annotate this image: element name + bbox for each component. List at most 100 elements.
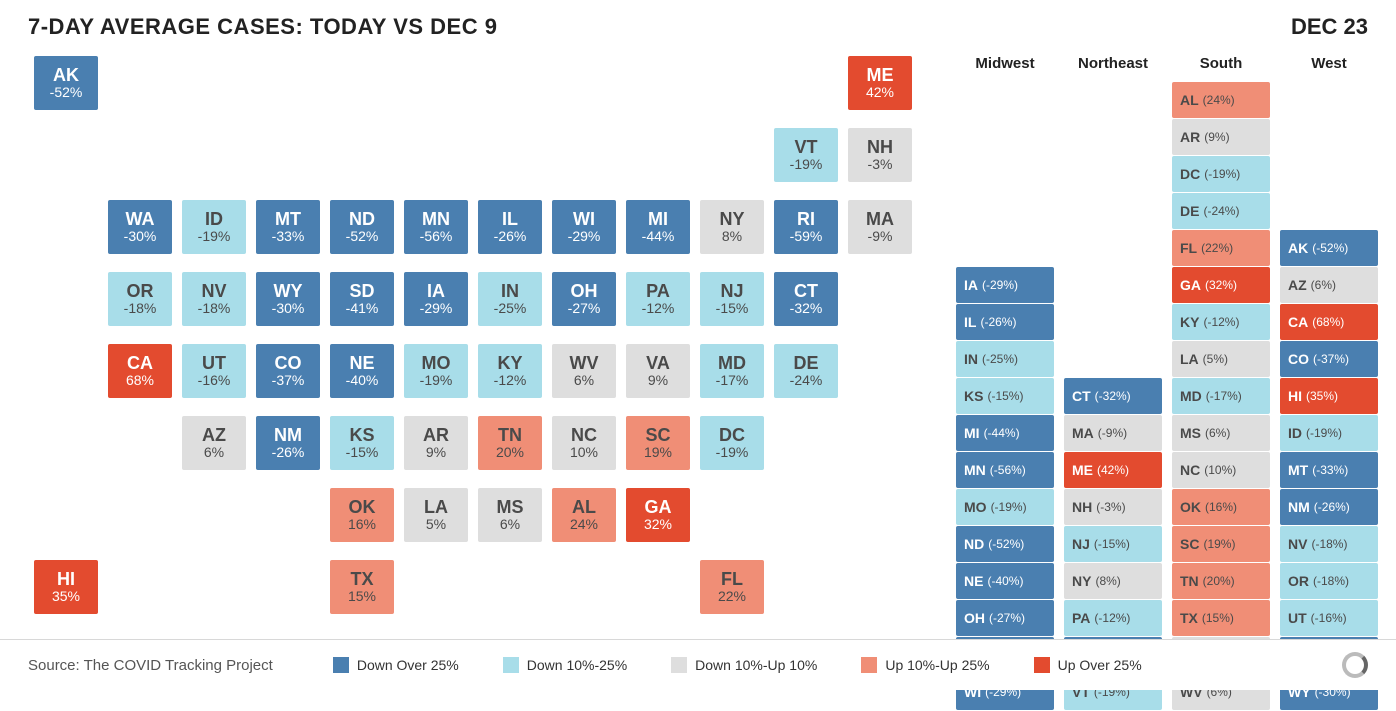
region-item-abbr: CA <box>1288 314 1308 330</box>
region-item-abbr: ID <box>1288 425 1302 441</box>
state-abbr: WI <box>573 210 595 229</box>
region-item-pct: (-27%) <box>989 611 1025 625</box>
state-tile-in: IN-25% <box>478 272 542 326</box>
state-tile-sc: SC19% <box>626 416 690 470</box>
region-item-abbr: IL <box>964 314 976 330</box>
legend-label: Down 10%-25% <box>527 657 627 673</box>
state-tile-nh: NH-3% <box>848 128 912 182</box>
state-pct: -15% <box>346 444 379 460</box>
state-tile-ga: GA32% <box>626 488 690 542</box>
region-item-pct: (-26%) <box>1314 500 1350 514</box>
state-pct: -30% <box>272 300 305 316</box>
region-item-ak: AK(-52%) <box>1280 230 1378 266</box>
region-item-pct: (-29%) <box>982 278 1018 292</box>
state-tile-ak: AK-52% <box>34 56 98 110</box>
legend-item: Up 10%-Up 25% <box>861 657 989 673</box>
state-abbr: WV <box>570 354 599 373</box>
header: 7-DAY AVERAGE CASES: TODAY VS DEC 9 DEC … <box>0 0 1396 48</box>
state-abbr: FL <box>721 570 743 589</box>
region-item-abbr: MD <box>1180 388 1202 404</box>
state-abbr: MT <box>275 210 301 229</box>
region-spacer <box>1064 82 1162 378</box>
state-pct: -26% <box>494 228 527 244</box>
state-tile-nj: NJ-15% <box>700 272 764 326</box>
state-abbr: NE <box>349 354 374 373</box>
region-item-ca: CA(68%) <box>1280 304 1378 340</box>
footer: Source: The COVID Tracking Project Down … <box>0 639 1396 690</box>
region-item-abbr: IA <box>964 277 978 293</box>
state-pct: -18% <box>198 300 231 316</box>
state-abbr: IN <box>501 282 519 301</box>
state-abbr: MN <box>422 210 450 229</box>
state-pct: 32% <box>644 516 672 532</box>
region-item-pct: (32%) <box>1205 278 1237 292</box>
region-item-ma: MA(-9%) <box>1064 415 1162 451</box>
region-col-south: SouthAL(24%)AR(9%)DC(-19%)DE(-24%)FL(22%… <box>1172 54 1270 711</box>
state-tile-nd: ND-52% <box>330 200 394 254</box>
region-spacer <box>956 82 1054 267</box>
region-item-pct: (6%) <box>1205 426 1230 440</box>
region-item-pa: PA(-12%) <box>1064 600 1162 636</box>
state-pct: -19% <box>420 372 453 388</box>
state-tile-nm: NM-26% <box>256 416 320 470</box>
region-header: South <box>1172 54 1270 82</box>
region-item-pct: (-52%) <box>988 537 1024 551</box>
state-pct: -59% <box>790 228 823 244</box>
region-item-abbr: AL <box>1180 92 1199 108</box>
region-item-pct: (-44%) <box>984 426 1020 440</box>
state-abbr: NH <box>867 138 893 157</box>
state-pct: 9% <box>426 444 446 460</box>
state-pct: 8% <box>722 228 742 244</box>
region-item-abbr: LA <box>1180 351 1199 367</box>
region-item-ms: MS(6%) <box>1172 415 1270 451</box>
state-abbr: OK <box>349 498 376 517</box>
state-abbr: NV <box>201 282 226 301</box>
state-pct: 22% <box>718 588 746 604</box>
state-pct: 16% <box>348 516 376 532</box>
region-item-abbr: IN <box>964 351 978 367</box>
state-pct: -52% <box>50 84 83 100</box>
state-pct: -41% <box>346 300 379 316</box>
region-item-fl: FL(22%) <box>1172 230 1270 266</box>
region-item-in: IN(-25%) <box>956 341 1054 377</box>
state-abbr: WY <box>274 282 303 301</box>
state-abbr: ND <box>349 210 375 229</box>
state-tile-mn: MN-56% <box>404 200 468 254</box>
state-abbr: MO <box>422 354 451 373</box>
region-item-il: IL(-26%) <box>956 304 1054 340</box>
state-tile-sd: SD-41% <box>330 272 394 326</box>
region-item-mt: MT(-33%) <box>1280 452 1378 488</box>
state-abbr: AL <box>572 498 596 517</box>
region-item-abbr: FL <box>1180 240 1197 256</box>
state-pct: -3% <box>868 156 893 172</box>
legend-swatch <box>333 657 349 673</box>
state-pct: 10% <box>570 444 598 460</box>
chart-date: DEC 23 <box>1291 14 1368 40</box>
state-pct: -17% <box>716 372 749 388</box>
state-pct: -16% <box>198 372 231 388</box>
state-pct: 15% <box>348 588 376 604</box>
state-pct: -19% <box>716 444 749 460</box>
state-abbr: KS <box>349 426 374 445</box>
region-item-abbr: DC <box>1180 166 1200 182</box>
region-item-ks: KS(-15%) <box>956 378 1054 414</box>
state-tile-va: VA9% <box>626 344 690 398</box>
state-tile-pa: PA-12% <box>626 272 690 326</box>
state-abbr: HI <box>57 570 75 589</box>
region-item-ia: IA (-29%) <box>956 267 1054 303</box>
state-pct: -52% <box>346 228 379 244</box>
region-item-ne: NE(-40%) <box>956 563 1054 599</box>
state-abbr: AR <box>423 426 449 445</box>
state-tile-mo: MO-19% <box>404 344 468 398</box>
region-item-abbr: MN <box>964 462 986 478</box>
region-item-pct: (20%) <box>1203 574 1235 588</box>
state-abbr: NC <box>571 426 597 445</box>
state-abbr: CO <box>275 354 302 373</box>
state-tile-dc: DC-19% <box>700 416 764 470</box>
region-header: Midwest <box>956 54 1054 82</box>
state-tile-ms: MS6% <box>478 488 542 542</box>
region-item-pct: (-12%) <box>1094 611 1130 625</box>
state-abbr: SD <box>349 282 374 301</box>
state-abbr: RI <box>797 210 815 229</box>
state-tile-wa: WA-30% <box>108 200 172 254</box>
